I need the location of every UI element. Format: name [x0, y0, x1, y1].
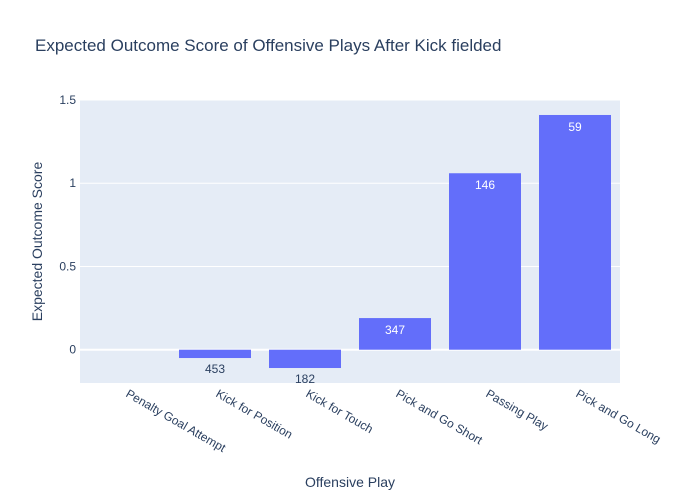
bar-value-label: 59	[568, 120, 582, 134]
x-tick-label: Pick and Go Short	[394, 386, 486, 447]
y-tick-label: 1	[69, 176, 76, 190]
x-tick-label: Passing Play	[484, 386, 551, 433]
y-tick-label: 1.5	[59, 93, 76, 107]
bar	[179, 349, 251, 359]
y-tick-label: 0.5	[59, 259, 76, 273]
y-axis-title: Expected Outcome Score	[29, 162, 45, 322]
bar-value-label: 182	[295, 372, 315, 386]
bars	[179, 114, 611, 369]
bar	[269, 349, 341, 369]
x-tick-label: Kick for Touch	[304, 386, 376, 436]
bar-labels: 453 182 347 146 59	[205, 120, 582, 386]
bar-value-label: 453	[205, 362, 225, 376]
y-axis-ticks: 0 0.5 1 1.5	[59, 93, 76, 357]
plot-area	[80, 100, 620, 383]
x-tick-label: Penalty Goal Attempt	[124, 386, 229, 455]
bar	[539, 114, 611, 350]
bar	[359, 318, 431, 350]
x-axis-title: Offensive Play	[305, 474, 395, 490]
chart-title: Expected Outcome Score of Offensive Play…	[35, 36, 501, 55]
bar-value-label: 347	[385, 323, 405, 337]
y-tick-label: 0	[69, 343, 76, 357]
bar	[449, 173, 521, 350]
bar-value-label: 146	[475, 178, 495, 192]
gridlines	[80, 99, 620, 351]
x-tick-label: Pick and Go Long	[574, 386, 664, 446]
x-tick-label: Kick for Position	[214, 386, 296, 441]
